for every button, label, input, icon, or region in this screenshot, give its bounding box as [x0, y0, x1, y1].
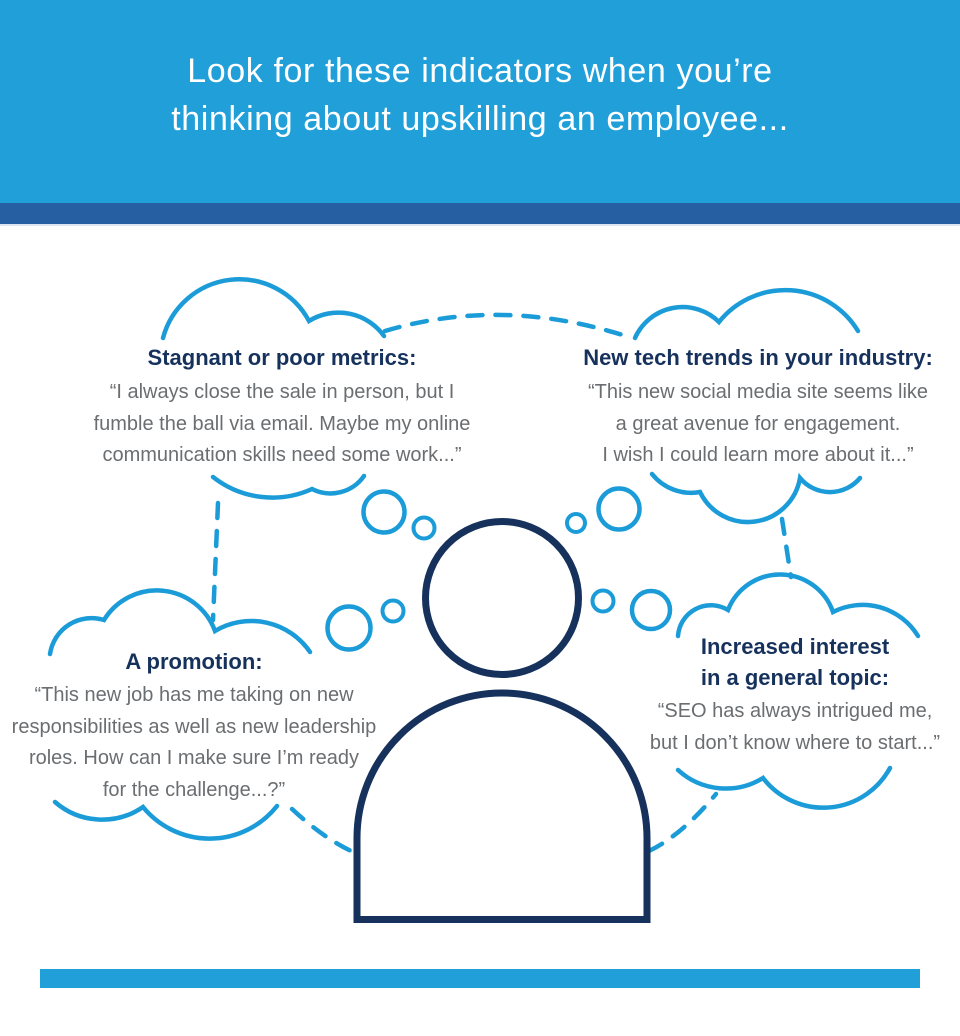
thought-bubble-icon — [590, 588, 616, 614]
thought-cloud-new-tech-trends-icon — [632, 287, 863, 525]
quote-line: “SEO has always intrigued me, — [657, 700, 933, 722]
quote-line: “I always close the sale in person, but … — [109, 381, 455, 403]
cloud-heading-new-tech-trends: New tech trends in your industry: — [583, 345, 933, 370]
thought-bubble-icon — [629, 588, 673, 632]
thought-bubble-icon — [361, 489, 407, 535]
quote-line: communication skills need some work...” — [102, 444, 462, 466]
cloud-block-promotion: A promotion: — [8, 646, 380, 677]
cloud-quote-new-tech-trends: “This new social media site seems like a… — [568, 377, 948, 472]
cloud-block-increased-interest: Increased interest in a general topic: — [640, 631, 950, 693]
dashed-connector-cloud3-person — [289, 806, 354, 854]
dashed-connector-person-cloud4 — [646, 791, 719, 854]
header-stripe-underline — [0, 224, 960, 226]
person-body-icon — [353, 689, 651, 923]
cloud-heading-stagnant-metrics: Stagnant or poor metrics: — [147, 345, 417, 370]
cloud-heading-increased-interest-line-1: Increased interest — [700, 634, 890, 659]
cloud-heading-promotion: A promotion: — [125, 649, 263, 674]
page-title-line-2: thinking about upskilling an employee... — [171, 100, 789, 138]
quote-line: for the challenge...?” — [102, 778, 286, 801]
page-title-line-1: Look for these indicators when you’re — [187, 52, 773, 90]
quote-line: fumble the ball via email. Maybe my onli… — [93, 412, 471, 435]
quote-line: roles. How can I make sure I’m ready — [28, 747, 360, 769]
quote-line: “This new social media site seems like — [587, 381, 929, 403]
dashed-connector-cloud2-cloud4 — [779, 516, 794, 580]
cloud-quote-promotion: “This new job has me taking on new respo… — [2, 680, 386, 806]
cloud-block-new-tech-trends: New tech trends in your industry: — [568, 342, 948, 373]
cloud-quote-stagnant-metrics: “I always close the sale in person, but … — [86, 377, 478, 472]
cloud-block-stagnant-metrics: Stagnant or poor metrics: — [96, 342, 468, 373]
thought-bubble-icon — [596, 486, 642, 532]
header-accent-stripe — [0, 203, 960, 224]
thought-bubble-icon — [325, 604, 373, 652]
thought-bubbles — [325, 486, 673, 652]
cloud-heading-increased-interest-line-2: in a general topic: — [700, 665, 890, 690]
thought-bubble-icon — [565, 512, 587, 534]
thought-bubble-icon — [411, 515, 437, 541]
quote-line: “This new job has me taking on new — [34, 684, 354, 706]
footer-accent-bar — [40, 969, 920, 988]
quote-line: a great avenue for engagement. — [615, 412, 901, 435]
thought-cloud-increased-interest-icon — [675, 572, 921, 810]
dashed-connectors — [210, 312, 794, 854]
quote-line: I wish I could learn more about it...” — [602, 444, 914, 466]
thought-cloud-promotion-icon — [47, 588, 313, 841]
thought-bubble-icon — [380, 598, 406, 624]
person-figure — [353, 518, 651, 923]
dashed-connector-cloud1-cloud2 — [382, 312, 632, 340]
thought-cloud-stagnant-metrics-icon — [160, 277, 387, 500]
header-banner: Look for these indicators when you’re th… — [0, 0, 960, 203]
dashed-connector-cloud1-cloud3 — [210, 500, 221, 623]
quote-line: but I don’t know where to start...” — [649, 731, 941, 754]
quote-line: responsibilities as well as new leadersh… — [11, 715, 377, 738]
cloud-quote-increased-interest: “SEO has always intrigued me, but I don’… — [625, 696, 960, 759]
person-head-icon — [422, 518, 582, 678]
